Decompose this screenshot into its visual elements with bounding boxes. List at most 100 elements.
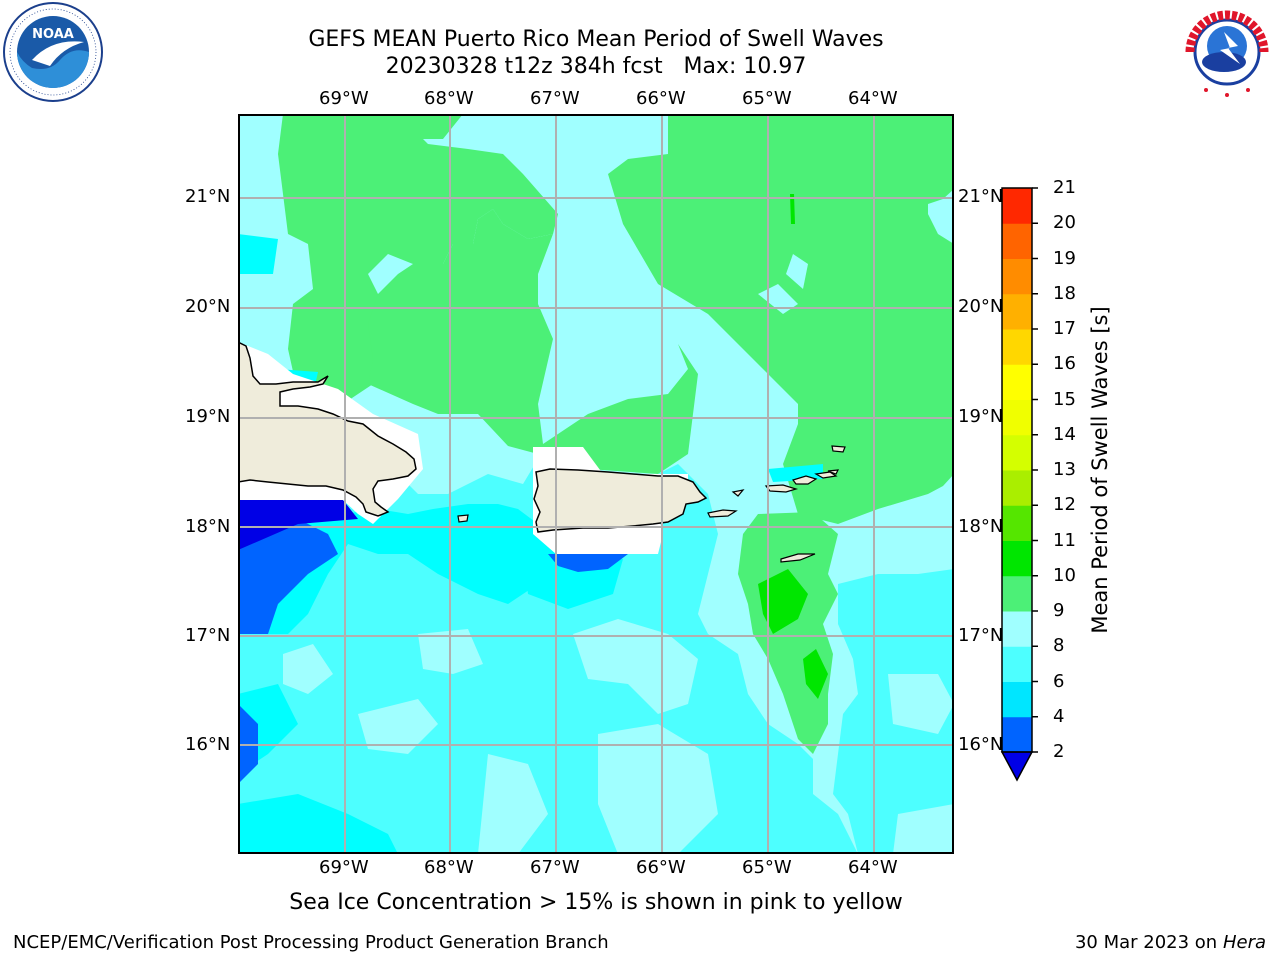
field-10-11-patch [790, 194, 795, 224]
colorbar-bin [1002, 575, 1032, 612]
land-st-thomas [764, 484, 799, 493]
lat-label-left: 20°N [185, 296, 231, 317]
colorbar-extend-triangle [1000, 751, 1034, 782]
colorbar-tick-label: 17 [1053, 318, 1076, 339]
field-8-9-hole [928, 204, 954, 244]
lon-label-top: 69°W [319, 88, 369, 109]
land-hispaniola [237, 340, 417, 517]
lon-label-bottom: 64°W [848, 857, 898, 878]
footer-credit: NCEP/EMC/Verification Post Processing Pr… [13, 932, 609, 953]
sea-ice-note: Sea Ice Concentration > 15% is shown in … [289, 890, 903, 915]
colorbar-tick-label: 21 [1053, 177, 1076, 198]
colorbar-tick-label: 2 [1053, 741, 1065, 762]
footer-machine-name: Hera [1222, 932, 1266, 953]
colorbar-tick-label: 14 [1053, 423, 1076, 445]
lat-label-right: 17°N [958, 625, 1004, 646]
colorbar-bin [1002, 434, 1032, 471]
field-8-9-hole [786, 254, 808, 289]
field-8-9-pocket [478, 754, 548, 854]
lat-label-left: 16°N [185, 734, 231, 755]
field-8-9-pocket [358, 699, 438, 754]
land-tortola [814, 471, 838, 479]
map-title-line1: GEFS MEAN Puerto Rico Mean Period of Swe… [308, 27, 884, 52]
lon-label-bottom: 67°W [530, 857, 580, 878]
field-4-6-west-strip [238, 234, 278, 274]
lat-label-left: 18°N [185, 516, 231, 537]
lat-label-right: 20°N [958, 296, 1004, 317]
land-st-john [792, 475, 818, 485]
national-weather-service-logo-icon [1176, 2, 1278, 102]
field-8-9-pocket [283, 644, 333, 694]
footer-date-text: 30 Mar 2023 on [1074, 932, 1218, 953]
field-2-4 [238, 519, 338, 634]
svg-text:NOAA: NOAA [32, 27, 74, 42]
colorbar-title: Mean Period of Swell Waves [s] [1088, 306, 1112, 634]
field-8-9-pocket [888, 674, 954, 734]
lon-label-top: 65°W [742, 88, 792, 109]
colorbar [1000, 186, 1040, 786]
field-9-10-east-tongue [738, 512, 838, 754]
colorbar-bin [1002, 646, 1032, 682]
noaa-logo-icon: NOAA [2, 2, 104, 102]
colorbar-bin [1002, 188, 1032, 224]
colorbar-tick-label: 10 [1053, 564, 1076, 586]
colorbar-tick-label: 11 [1053, 529, 1076, 551]
land-vieques [707, 509, 738, 518]
colorbar-bin [1002, 716, 1032, 753]
land-anegada [831, 445, 846, 453]
colorbar-tick-label: 4 [1053, 705, 1065, 727]
colorbar-tick-label: 18 [1053, 282, 1076, 304]
colorbar-bin [1002, 540, 1032, 577]
colorbar-bin [1002, 223, 1032, 259]
lat-label-right: 18°N [958, 516, 1004, 537]
swell-period-map [237, 114, 954, 854]
lon-label-bottom: 69°W [319, 857, 369, 878]
graticule [238, 114, 954, 854]
lon-label-top: 68°W [424, 88, 474, 109]
field-below-2 [238, 500, 358, 550]
colorbar-bin [1002, 329, 1032, 365]
field-10-11-patch [758, 569, 808, 634]
land-anegada-n [827, 469, 840, 475]
lat-label-left: 19°N [185, 406, 231, 427]
colorbar-bin [1002, 681, 1032, 718]
colorbar-bin [1002, 470, 1032, 506]
colorbar-tick-label: 19 [1053, 247, 1076, 269]
lon-label-top: 66°W [636, 88, 686, 109]
field-8-9-hole [548, 344, 598, 404]
colorbar-tick-label: 9 [1053, 600, 1065, 621]
colorbar-tick-label: 13 [1053, 459, 1076, 480]
footer-date: 30 Mar 2023 on Hera [1075, 932, 1266, 953]
field-10-11-patch [803, 649, 828, 699]
lat-label-left: 17°N [185, 625, 231, 646]
lon-label-bottom: 68°W [424, 857, 474, 878]
lat-label-right: 16°N [958, 734, 1004, 755]
field-8-9-pocket [573, 619, 698, 714]
lon-label-top: 64°W [848, 88, 898, 109]
lat-label-right: 21°N [958, 186, 1004, 207]
colorbar-bin [1002, 364, 1032, 400]
lat-label-right: 19°N [958, 406, 1004, 427]
map-frame [238, 114, 954, 854]
lon-label-bottom: 65°W [742, 857, 792, 878]
colorbar-tick-label: 20 [1053, 212, 1076, 234]
land-culebra [731, 489, 745, 497]
colorbar-tick-label: 16 [1053, 353, 1076, 375]
map-svg [237, 114, 954, 854]
colorbar-bin [1002, 293, 1032, 330]
field-9-10-north-east [608, 114, 954, 524]
colorbar-tick-label: 15 [1053, 388, 1076, 410]
colorbar-svg [1000, 187, 1038, 782]
colorbar-bin [1002, 505, 1032, 541]
lon-label-top: 67°W [530, 88, 580, 109]
colorbar-tick-label: 8 [1053, 635, 1065, 657]
field-8-9-pocket [893, 804, 954, 854]
lon-label-bottom: 66°W [636, 857, 686, 878]
land-mona-island [457, 514, 469, 523]
colorbar-bin [1002, 258, 1032, 295]
map-title-line2: 20230328 t12z 384h fcst Max: 10.97 [385, 54, 807, 79]
field-4-6-s [238, 794, 398, 854]
field-8-9-pocket [598, 724, 718, 854]
colorbar-bin [1002, 399, 1032, 436]
colorbar-tick-label: 6 [1053, 670, 1065, 692]
